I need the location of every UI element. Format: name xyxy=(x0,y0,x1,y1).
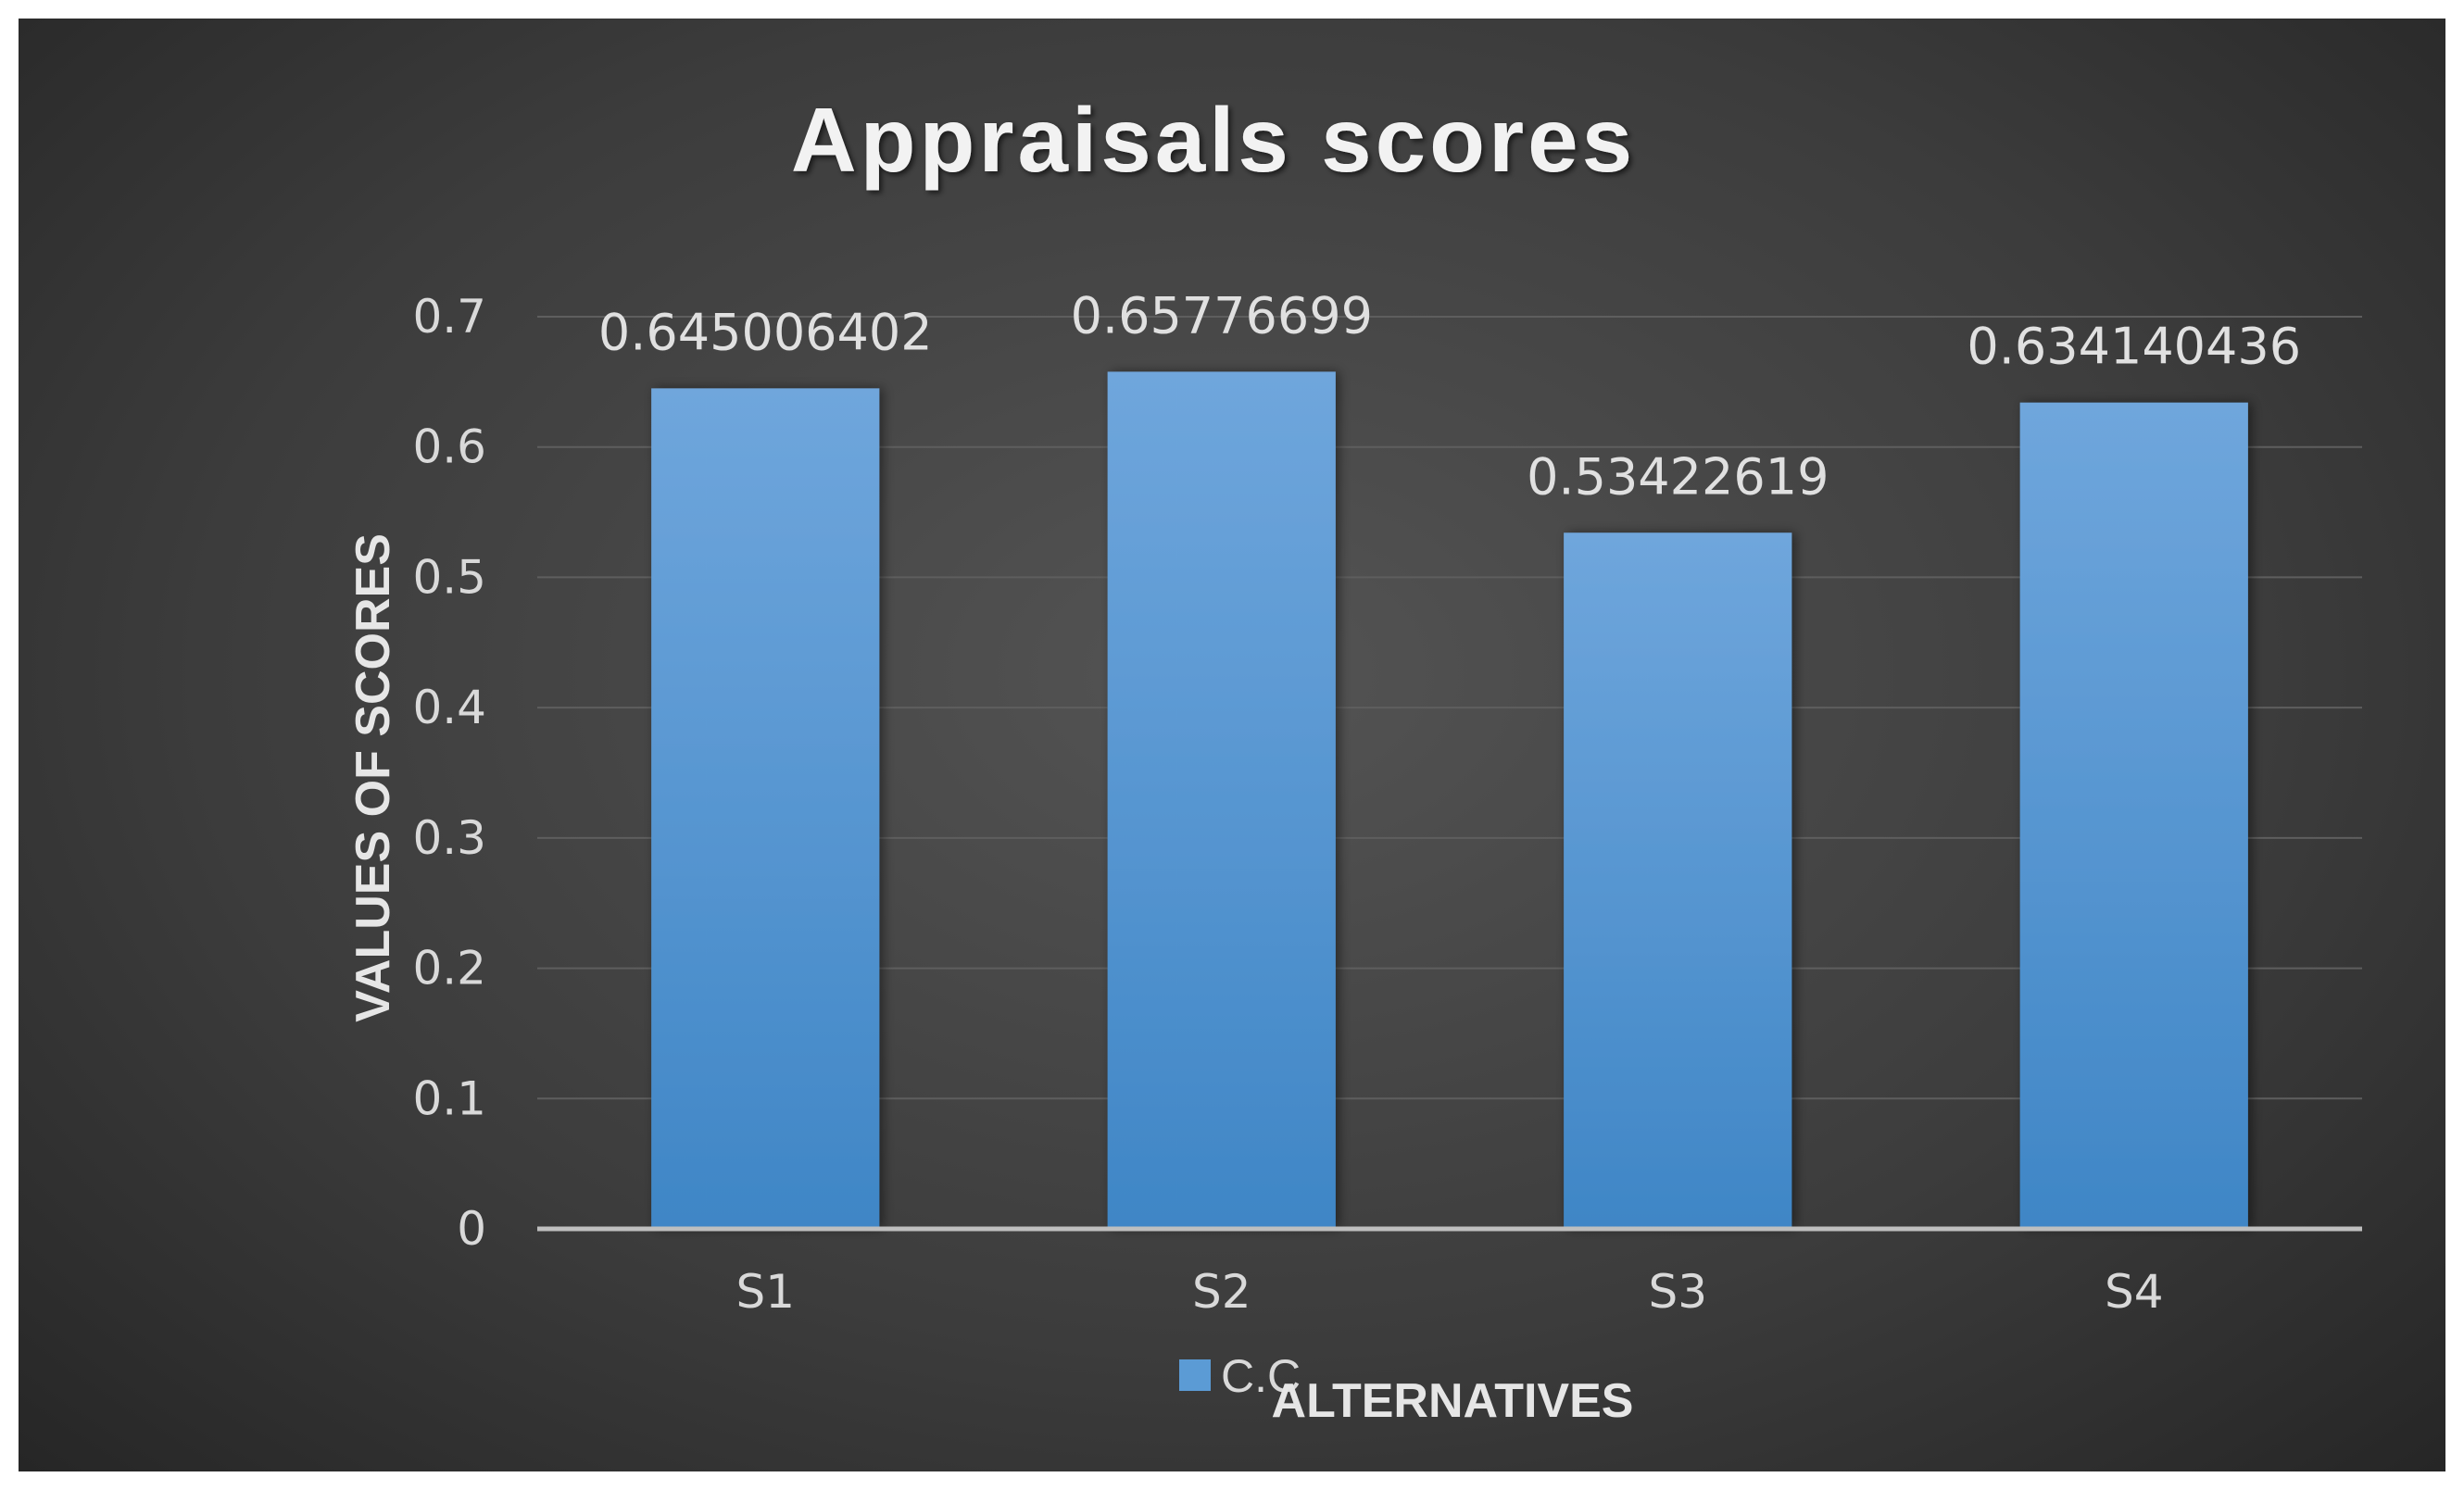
x-tick-label: S3 xyxy=(1648,1265,1707,1319)
legend: C.C xyxy=(1179,1350,1301,1402)
data-labels: 0.645006402 0.65776699 0.53422619 0.6341404… xyxy=(598,286,2301,506)
y-tick-label: 0.3 xyxy=(412,811,486,865)
y-tick-label: 0.6 xyxy=(412,420,486,474)
bar-s4 xyxy=(2019,402,2248,1229)
bar-s1 xyxy=(651,388,880,1229)
legend-swatch xyxy=(1179,1359,1211,1391)
x-axis-title: ALTERNATIVES xyxy=(1272,1374,1634,1428)
y-tick-label: 0.4 xyxy=(412,681,486,734)
bars xyxy=(651,371,2248,1230)
y-tick-label: 0 xyxy=(457,1202,486,1256)
data-label-s3: 0.53422619 xyxy=(1527,447,1829,506)
data-label-s2: 0.65776699 xyxy=(1071,286,1373,344)
bar-s2 xyxy=(1107,371,1336,1230)
data-label-s1: 0.645006402 xyxy=(598,303,933,361)
bar-s3 xyxy=(1564,532,1792,1229)
chart-container: Appraisals scores 0 0.1 0.2 0.3 0.4 0.5 0.6 0.7… xyxy=(19,19,2445,1471)
chart-title: Appraisals scores xyxy=(791,89,1636,191)
y-tick-label: 0.2 xyxy=(412,942,486,995)
x-axis-ticks: S1 S2 S3 S4 xyxy=(735,1265,2163,1319)
bar-chart: Appraisals scores 0 0.1 0.2 0.3 0.4 0.5 0.6 0.7… xyxy=(346,89,2362,1428)
x-tick-label: S2 xyxy=(1192,1265,1251,1319)
y-tick-label: 0.7 xyxy=(412,290,486,344)
y-axis-title: VALUES OF SCORES xyxy=(346,533,400,1022)
y-axis-ticks: 0 0.1 0.2 0.3 0.4 0.5 0.6 0.7 xyxy=(412,290,486,1256)
data-label-s4: 0.634140436 xyxy=(1967,318,2301,376)
y-tick-label: 0.1 xyxy=(412,1071,486,1125)
legend-label: C.C xyxy=(1221,1350,1301,1402)
y-tick-label: 0.5 xyxy=(412,550,486,604)
x-tick-label: S1 xyxy=(735,1265,795,1319)
x-tick-label: S4 xyxy=(2105,1265,2164,1319)
